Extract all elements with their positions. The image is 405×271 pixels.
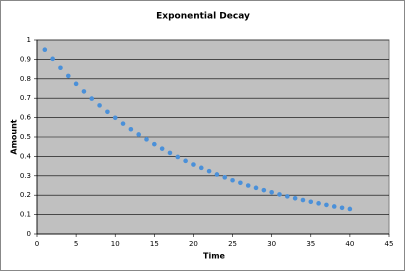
data-point: [120, 121, 126, 126]
data-point: [144, 137, 149, 142]
data-point: [230, 177, 235, 183]
y-tick-label: 0.7: [20, 94, 31, 102]
y-tick-label: 0.1: [20, 211, 31, 219]
x-tick-label: 5: [74, 240, 78, 248]
data-point: [191, 162, 196, 167]
data-point: [214, 172, 220, 177]
data-point: [73, 81, 79, 87]
x-tick-label: 0: [35, 240, 39, 248]
data-point: [269, 189, 274, 195]
data-point: [292, 196, 298, 201]
y-tick-label: 0.5: [20, 133, 31, 141]
data-point: [183, 158, 188, 164]
data-point: [324, 202, 329, 208]
x-axis-title: Time: [203, 252, 226, 261]
data-point: [245, 183, 251, 188]
x-tick-label: 45: [385, 240, 394, 248]
x-tick-label: 35: [306, 240, 315, 248]
data-point: [339, 205, 345, 211]
x-tick-label: 30: [267, 240, 276, 248]
data-point: [206, 168, 212, 174]
x-tick-label: 25: [228, 240, 237, 248]
data-point: [112, 115, 118, 121]
y-tick-label: 0.4: [20, 152, 32, 160]
data-point: [167, 150, 173, 156]
y-tick-label: 0.3: [20, 172, 31, 180]
data-point: [253, 185, 259, 191]
data-point: [222, 175, 228, 180]
data-point: [238, 180, 243, 186]
y-tick-label: 0.6: [20, 114, 32, 122]
data-point: [159, 146, 165, 151]
x-tick-label: 10: [111, 240, 120, 248]
y-axis-title: Amount: [10, 119, 19, 154]
x-tick-label: 20: [189, 240, 198, 248]
y-tick-label: 0.9: [20, 55, 31, 63]
data-point: [277, 192, 282, 197]
data-point: [42, 47, 48, 52]
data-point: [105, 109, 110, 115]
data-point: [81, 89, 87, 94]
data-point: [136, 132, 141, 137]
data-point: [316, 201, 321, 206]
data-point: [285, 194, 290, 199]
data-point: [331, 204, 337, 209]
data-point: [128, 126, 134, 132]
data-point: [347, 206, 353, 212]
data-point: [58, 65, 63, 71]
data-point: [152, 141, 157, 147]
data-point: [261, 187, 267, 193]
data-point: [89, 96, 95, 101]
x-tick-label: 40: [345, 240, 354, 248]
x-tick-label: 15: [150, 240, 159, 248]
y-tick-label: 1: [27, 36, 31, 44]
data-point: [175, 154, 181, 160]
data-point: [65, 73, 71, 79]
y-tick-label: 0.8: [20, 75, 31, 83]
data-point: [198, 165, 204, 171]
data-point: [308, 199, 314, 205]
y-tick-label: 0.2: [20, 191, 31, 199]
data-point: [300, 197, 306, 203]
data-point: [97, 103, 102, 108]
y-tick-label: 0: [27, 230, 31, 238]
data-point: [50, 56, 55, 62]
chart-title: Exponential Decay: [156, 12, 250, 22]
